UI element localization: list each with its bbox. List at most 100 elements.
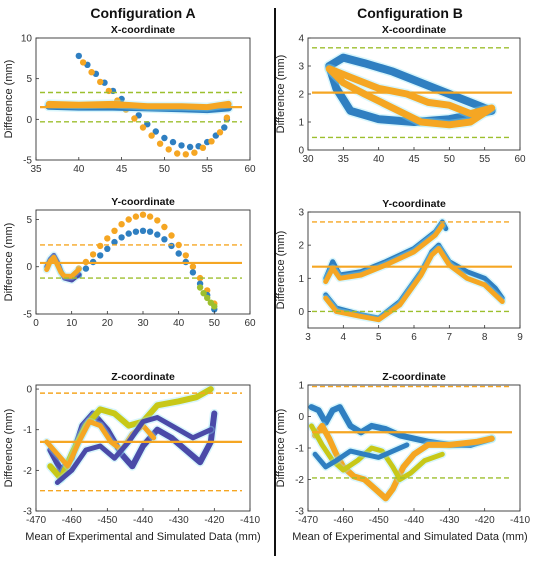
- y-axis-label: Difference (mm): [3, 60, 15, 139]
- x-tick-label: 3: [305, 332, 311, 343]
- x-tick-label: -420: [204, 515, 224, 526]
- data-point: [154, 217, 161, 224]
- x-tick-label: 50: [444, 154, 456, 165]
- data-point: [182, 252, 189, 259]
- x-tick-label: -410: [240, 515, 260, 526]
- data-point: [199, 144, 207, 151]
- x-tick-label: 30: [137, 318, 149, 329]
- data-point: [89, 251, 97, 258]
- y-tick-label: -5: [23, 156, 32, 167]
- data-point: [97, 252, 104, 259]
- plot-area: [308, 385, 512, 503]
- data-point: [146, 228, 154, 235]
- data-point: [208, 138, 215, 145]
- data-point: [104, 235, 111, 242]
- data-point: [125, 230, 132, 237]
- x-tick-label: 35: [338, 154, 350, 165]
- data-point: [186, 143, 194, 151]
- data-point: [82, 265, 90, 272]
- x-tick-label: 0: [33, 318, 39, 329]
- x-tick-label: 5: [376, 332, 382, 343]
- x-tick-label: -440: [404, 515, 424, 526]
- data-point: [125, 216, 132, 223]
- panel-title: Z-coordinate: [382, 371, 446, 383]
- series-band-3: [44, 254, 82, 279]
- y-tick-label: 0: [298, 146, 304, 157]
- data-point: [200, 290, 207, 297]
- data-point: [216, 129, 224, 136]
- x-tick-label: -470: [298, 515, 318, 526]
- y-tick-label: 1: [298, 118, 304, 129]
- data-point: [104, 245, 111, 252]
- data-point: [154, 231, 161, 238]
- series-band-1: [325, 65, 496, 129]
- x-tick-label: 50: [159, 164, 171, 175]
- x-tick-label: 7: [447, 332, 453, 343]
- data-point: [139, 124, 147, 131]
- plot-area: [40, 211, 242, 313]
- panel-title: X-coordinate: [382, 24, 446, 36]
- y-axis-label: Difference (mm): [275, 231, 287, 310]
- y-axis-label: Difference (mm): [275, 55, 287, 134]
- y-tick-label: -3: [295, 507, 304, 518]
- y-tick-label: 1: [298, 274, 304, 285]
- x-tick-label: -450: [97, 515, 117, 526]
- column-title-b: Configuration B: [357, 5, 463, 21]
- y-tick-label: 0: [26, 115, 32, 126]
- x-tick-label: 40: [173, 318, 185, 329]
- axes-frame: [35, 37, 251, 161]
- data-point: [191, 149, 198, 156]
- data-point: [189, 263, 197, 270]
- data-point: [169, 138, 177, 146]
- x-tick-label: -470: [26, 515, 46, 526]
- x-axis-label-b: Mean of Experimental and Simulated Data …: [292, 531, 527, 543]
- x-tick-label: -460: [333, 515, 353, 526]
- y-tick-label: 3: [298, 62, 304, 73]
- y-tick-label: 0: [298, 412, 304, 423]
- x-tick-label: -420: [475, 515, 495, 526]
- data-point: [223, 114, 231, 121]
- x-tick-label: 50: [209, 318, 221, 329]
- x-tick-label: 45: [116, 164, 128, 175]
- series-band-3: [323, 246, 505, 323]
- series-band-1: [323, 222, 445, 285]
- data-point: [204, 294, 211, 302]
- data-point: [132, 213, 140, 220]
- y-tick-label: 0: [26, 262, 32, 273]
- data-point: [132, 228, 140, 235]
- data-point: [168, 242, 175, 250]
- plot-area: [40, 385, 242, 492]
- data-point: [221, 124, 228, 131]
- y-tick-label: -5: [23, 310, 32, 321]
- plot-area: [312, 217, 512, 324]
- y-tick-label: 4: [298, 34, 304, 45]
- panel-title: X-coordinate: [111, 24, 175, 36]
- data-point: [97, 78, 104, 86]
- x-tick-label: -460: [62, 515, 82, 526]
- x-tick-label: 40: [73, 164, 85, 175]
- y-tick-label: 5: [26, 74, 32, 85]
- y-axis-label: Difference (mm): [3, 223, 15, 302]
- data-point: [79, 59, 87, 66]
- data-point: [131, 115, 138, 122]
- data-point: [211, 303, 218, 310]
- data-point: [139, 227, 147, 234]
- data-point: [175, 250, 182, 257]
- column-title-a: Configuration A: [90, 5, 195, 21]
- data-point: [139, 211, 147, 218]
- data-point: [118, 221, 125, 228]
- y-tick-label: 3: [298, 208, 304, 219]
- chart-config-b-z: Z-coordinate Difference (mm) -470 -460 -450 -…: [275, 371, 530, 526]
- x-axis-label-a: Mean of Experimental and Simulated Data …: [25, 531, 260, 543]
- data-point: [148, 132, 155, 139]
- y-tick-label: 2: [298, 90, 304, 101]
- chart-config-a-z: Z-coordinate Difference (mm) -470 -460 -450 -…: [3, 371, 260, 526]
- data-point: [161, 223, 168, 231]
- series-band-1: [312, 422, 495, 502]
- x-tick-label: 9: [517, 332, 523, 343]
- y-tick-label: 0: [298, 307, 304, 318]
- y-tick-label: -3: [23, 507, 32, 518]
- data-point: [88, 69, 95, 76]
